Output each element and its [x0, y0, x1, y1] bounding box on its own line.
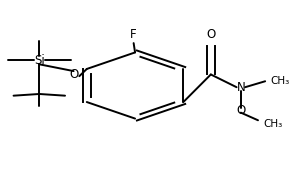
Text: F: F [130, 28, 137, 41]
Text: O: O [236, 104, 245, 117]
Text: CH₃: CH₃ [271, 76, 290, 86]
Text: N: N [236, 81, 245, 94]
Text: O: O [206, 28, 216, 41]
Text: CH₃: CH₃ [264, 119, 283, 129]
Text: O: O [69, 68, 78, 81]
Text: Si: Si [34, 54, 45, 67]
